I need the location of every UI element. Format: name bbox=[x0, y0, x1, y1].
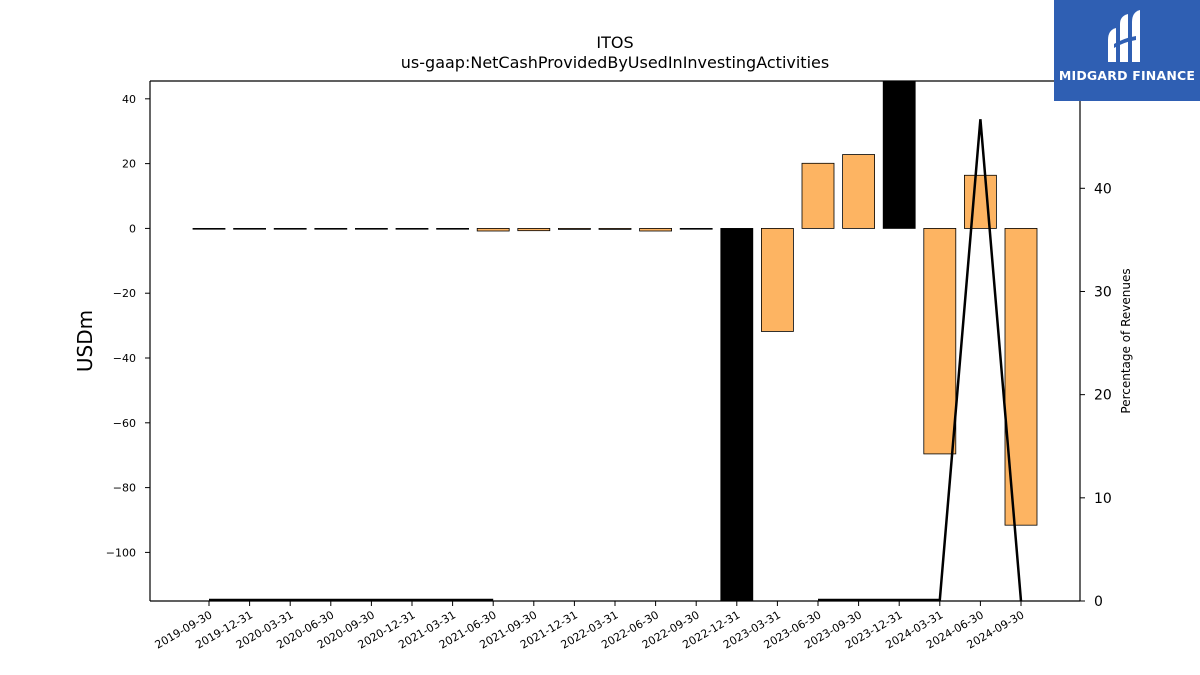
bar-2019-12-31 bbox=[233, 228, 267, 230]
y-tick-label: −60 bbox=[113, 417, 136, 430]
bar-2021-09-30 bbox=[517, 228, 551, 232]
bar-2024-06-30 bbox=[964, 174, 997, 229]
y-tick-label: −100 bbox=[106, 546, 136, 559]
bar-2020-06-30 bbox=[314, 228, 348, 230]
bar-2023-09-30 bbox=[842, 154, 875, 229]
y2-tick-label: 10 bbox=[1094, 491, 1112, 507]
midgard-logo-icon bbox=[1108, 10, 1140, 62]
bar-2020-12-31 bbox=[395, 228, 429, 230]
chart-title: ITOS bbox=[596, 33, 634, 52]
y-tick-label: 40 bbox=[122, 93, 136, 106]
y-axis-label: USDm bbox=[73, 310, 97, 372]
y2-tick-label: 30 bbox=[1094, 284, 1112, 300]
bar-2019-09-30 bbox=[192, 228, 226, 230]
bar-2022-09-30 bbox=[679, 228, 713, 230]
bar-2024-03-31 bbox=[923, 228, 957, 455]
bar-2021-06-30 bbox=[476, 228, 510, 232]
y-tick-label: −40 bbox=[113, 352, 136, 365]
brand-logo: MIDGARD FINANCE bbox=[1054, 0, 1200, 101]
brand-name: MIDGARD FINANCE bbox=[1058, 68, 1196, 83]
bar-2022-06-30 bbox=[639, 228, 672, 232]
percentage-line-segment bbox=[818, 119, 1023, 602]
y2-tick-label: 40 bbox=[1094, 181, 1112, 197]
chart-subtitle: us-gaap:NetCashProvidedByUsedInInvesting… bbox=[400, 53, 830, 72]
y-tick-label: 20 bbox=[122, 158, 136, 171]
y-tick-label: −20 bbox=[113, 287, 136, 300]
bar-2023-12-31 bbox=[882, 80, 916, 229]
bar-2020-03-31 bbox=[273, 228, 307, 230]
bar-2022-12-31 bbox=[720, 228, 754, 602]
y-tick-label: −80 bbox=[113, 482, 136, 495]
y2-tick-label: 0 bbox=[1094, 594, 1103, 610]
y-tick-label: 0 bbox=[129, 222, 136, 235]
bar-2022-03-31 bbox=[598, 228, 632, 230]
y2-tick-label: 20 bbox=[1094, 388, 1112, 404]
bar-2021-12-31 bbox=[558, 228, 591, 230]
bar-2020-09-30 bbox=[354, 228, 388, 230]
y2-axis-label: Percentage of Revenues bbox=[1119, 268, 1133, 413]
bar-2023-06-30 bbox=[801, 162, 835, 229]
bar-2021-03-31 bbox=[436, 228, 470, 230]
bar-2023-03-31 bbox=[761, 228, 794, 332]
